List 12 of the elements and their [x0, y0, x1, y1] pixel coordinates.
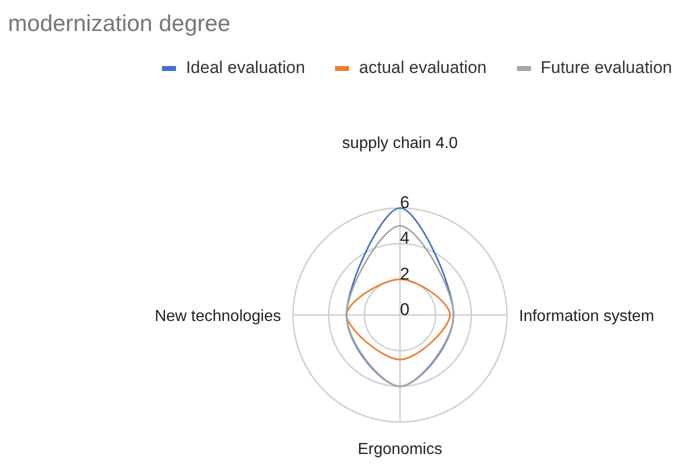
chart-title: modernization degree — [8, 10, 230, 37]
legend-label: Future evaluation — [540, 58, 672, 78]
spoke-label: Information system — [519, 308, 654, 325]
spoke-label: supply chain 4.0 — [342, 135, 458, 152]
spoke-label: New technologies — [154, 308, 281, 325]
y-tick-label: 4 — [400, 228, 410, 248]
y-tick-label: 0 — [400, 300, 410, 319]
y-tick-label: 2 — [400, 264, 410, 284]
spoke-label: Ergonomics — [358, 441, 442, 458]
y-tick-label: 6 — [400, 193, 410, 212]
legend-label: Ideal evaluation — [186, 58, 306, 78]
legend-label: actual evaluation — [359, 58, 487, 78]
